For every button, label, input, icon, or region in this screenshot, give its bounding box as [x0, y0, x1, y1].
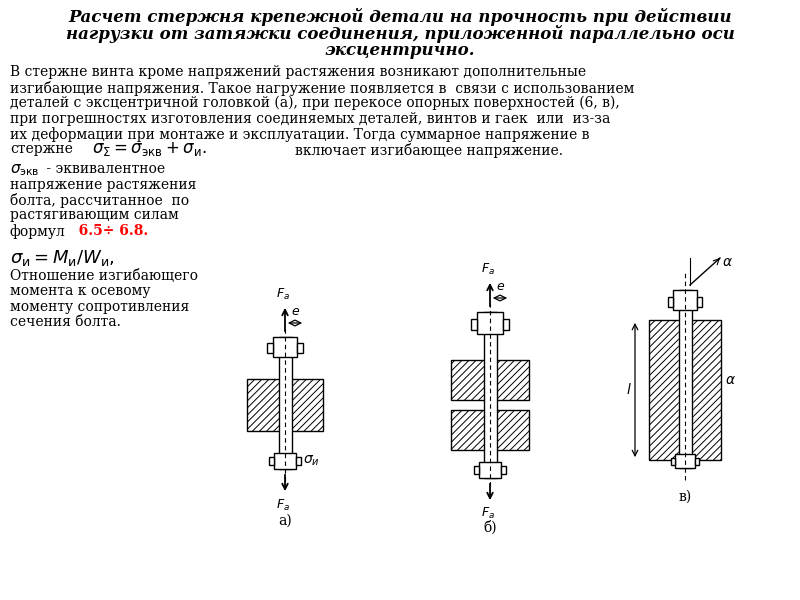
- Text: - эквивалентное: - эквивалентное: [42, 162, 165, 176]
- Bar: [678, 290, 691, 468]
- Bar: [675, 454, 695, 468]
- Bar: [451, 410, 529, 450]
- Bar: [673, 290, 697, 310]
- Text: $F_a$: $F_a$: [481, 262, 495, 277]
- Polygon shape: [451, 360, 483, 400]
- Text: растягивающим силам: растягивающим силам: [10, 208, 178, 223]
- Text: в): в): [678, 490, 692, 504]
- Text: $\alpha$: $\alpha$: [725, 373, 736, 387]
- Bar: [247, 379, 323, 431]
- Text: $\sigma_{\text{экв}}$: $\sigma_{\text{экв}}$: [10, 162, 39, 178]
- Bar: [668, 297, 673, 307]
- Bar: [483, 312, 497, 478]
- Bar: [269, 457, 274, 465]
- Text: $\sigma_{\text{и}} = M_{\text{и}}/W_{\text{и}},$: $\sigma_{\text{и}} = M_{\text{и}}/W_{\te…: [10, 247, 115, 268]
- Polygon shape: [497, 360, 529, 400]
- Polygon shape: [497, 410, 529, 450]
- Bar: [479, 462, 501, 478]
- Text: Расчет стержня крепежной детали на прочность при действии: Расчет стержня крепежной детали на прочн…: [68, 8, 732, 26]
- Text: e: e: [291, 305, 299, 318]
- Text: момента к осевому: момента к осевому: [10, 284, 150, 298]
- Bar: [297, 343, 303, 353]
- Text: а): а): [278, 514, 292, 528]
- Polygon shape: [691, 320, 721, 460]
- Text: включает изгибающее напряжение.: включает изгибающее напряжение.: [295, 142, 563, 157]
- Text: $F_a$: $F_a$: [276, 287, 290, 302]
- Bar: [273, 337, 297, 357]
- Bar: [649, 320, 721, 460]
- Text: болта, рассчитанное  по: болта, рассчитанное по: [10, 193, 189, 208]
- Text: формул: формул: [10, 224, 66, 239]
- Bar: [671, 458, 675, 465]
- Text: $\sigma_{и}$: $\sigma_{и}$: [303, 454, 320, 468]
- Text: стержне: стержне: [10, 142, 73, 157]
- Text: нагрузки от затяжки соединения, приложенной параллельно оси: нагрузки от затяжки соединения, приложен…: [66, 25, 734, 43]
- Text: $\sigma_{\Sigma} = \sigma_{\text{экв}} + \sigma_{\text{и}}.$: $\sigma_{\Sigma} = \sigma_{\text{экв}} +…: [92, 140, 206, 158]
- Text: моменту сопротивления: моменту сопротивления: [10, 300, 190, 314]
- Text: при погрешностях изготовления соединяемых деталей, винтов и гаек  или  из-за: при погрешностях изготовления соединяемы…: [10, 112, 610, 125]
- Bar: [678, 320, 691, 460]
- Bar: [471, 319, 477, 330]
- Text: эксцентрично.: эксцентрично.: [325, 42, 475, 59]
- Text: деталей с эксцентричной головкой (а), при перекосе опорных поверхностей (6, в),: деталей с эксцентричной головкой (а), пр…: [10, 96, 620, 110]
- Bar: [474, 466, 479, 474]
- Polygon shape: [247, 379, 278, 431]
- Text: б): б): [483, 520, 497, 535]
- Text: 6.5÷ 6.8.: 6.5÷ 6.8.: [64, 224, 148, 238]
- Bar: [451, 360, 529, 400]
- Text: изгибающие напряжения. Такое нагружение появляется в  связи с использованием: изгибающие напряжения. Такое нагружение …: [10, 80, 634, 95]
- Text: напряжение растяжения: напряжение растяжения: [10, 178, 196, 191]
- Bar: [477, 312, 503, 334]
- Text: e: e: [496, 280, 504, 293]
- Bar: [503, 319, 509, 330]
- Bar: [695, 458, 699, 465]
- Bar: [296, 457, 301, 465]
- Polygon shape: [451, 410, 483, 450]
- Text: $F_a$: $F_a$: [481, 506, 495, 521]
- Text: $F_a$: $F_a$: [276, 498, 290, 513]
- Bar: [267, 343, 273, 353]
- Text: В стержне винта кроме напряжений растяжения возникают дополнительные: В стержне винта кроме напряжений растяже…: [10, 65, 586, 79]
- Bar: [697, 297, 702, 307]
- Text: l: l: [626, 383, 630, 397]
- Text: Отношение изгибающего: Отношение изгибающего: [10, 269, 198, 283]
- Bar: [278, 337, 291, 469]
- Polygon shape: [649, 320, 678, 460]
- Text: $\alpha$: $\alpha$: [722, 255, 733, 269]
- Text: сечения болта.: сечения болта.: [10, 316, 121, 329]
- Text: их деформации при монтаже и эксплуатации. Тогда суммарное напряжение в: их деформации при монтаже и эксплуатации…: [10, 127, 590, 142]
- Bar: [501, 466, 506, 474]
- Bar: [274, 453, 296, 469]
- Polygon shape: [291, 379, 323, 431]
